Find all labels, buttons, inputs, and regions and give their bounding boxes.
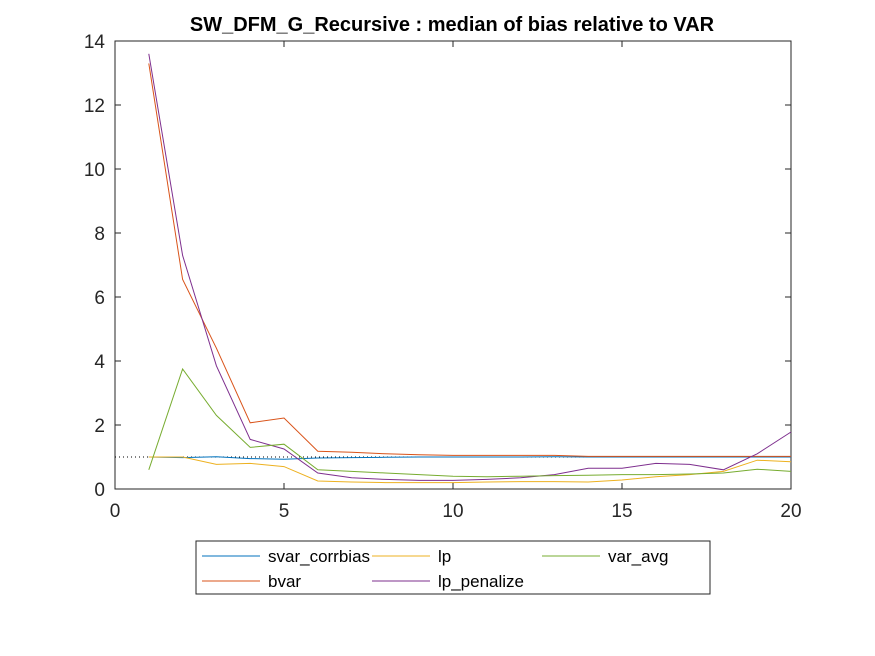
- series-line-bvar: [148, 63, 791, 457]
- legend-label-lp_penalize: lp_penalize: [438, 572, 524, 591]
- y-tick-label: 8: [94, 224, 105, 245]
- x-axis-ticks: 0 5 10 15 20: [110, 41, 802, 522]
- x-tick-label: 15: [611, 501, 632, 522]
- y-tick-label: 12: [84, 96, 105, 117]
- x-tick-label: 20: [780, 501, 801, 522]
- y-tick-label: 2: [94, 416, 105, 437]
- y-tick-label: 4: [94, 352, 105, 373]
- series-line-lp: [148, 456, 792, 484]
- series-line-var_avg: [148, 367, 792, 478]
- legend-label-svar_corrbias: svar_corrbias: [268, 547, 370, 566]
- legend-label-bvar: bvar: [268, 572, 301, 591]
- chart-title: SW_DFM_G_Recursive : median of bias rela…: [190, 14, 715, 36]
- series-line-lp_penalize: [148, 53, 792, 481]
- legend-box: [195, 540, 711, 595]
- y-tick-label: 0: [94, 480, 105, 501]
- axes-box: [114, 40, 792, 490]
- y-tick-label: 10: [84, 160, 105, 181]
- plot-area: [114, 40, 792, 490]
- legend-label-lp: lp: [438, 547, 451, 566]
- y-axis-ticks: 0 2 4 6 8 10 12 14: [84, 32, 791, 501]
- y-tick-label: 14: [84, 32, 106, 53]
- x-tick-label: 5: [279, 501, 290, 522]
- x-tick-label: 10: [442, 501, 463, 522]
- series-line-svar_corrbias: [148, 456, 791, 460]
- legend-label-var_avg: var_avg: [608, 547, 668, 566]
- y-tick-label: 6: [94, 288, 105, 309]
- x-tick-label: 0: [110, 501, 121, 522]
